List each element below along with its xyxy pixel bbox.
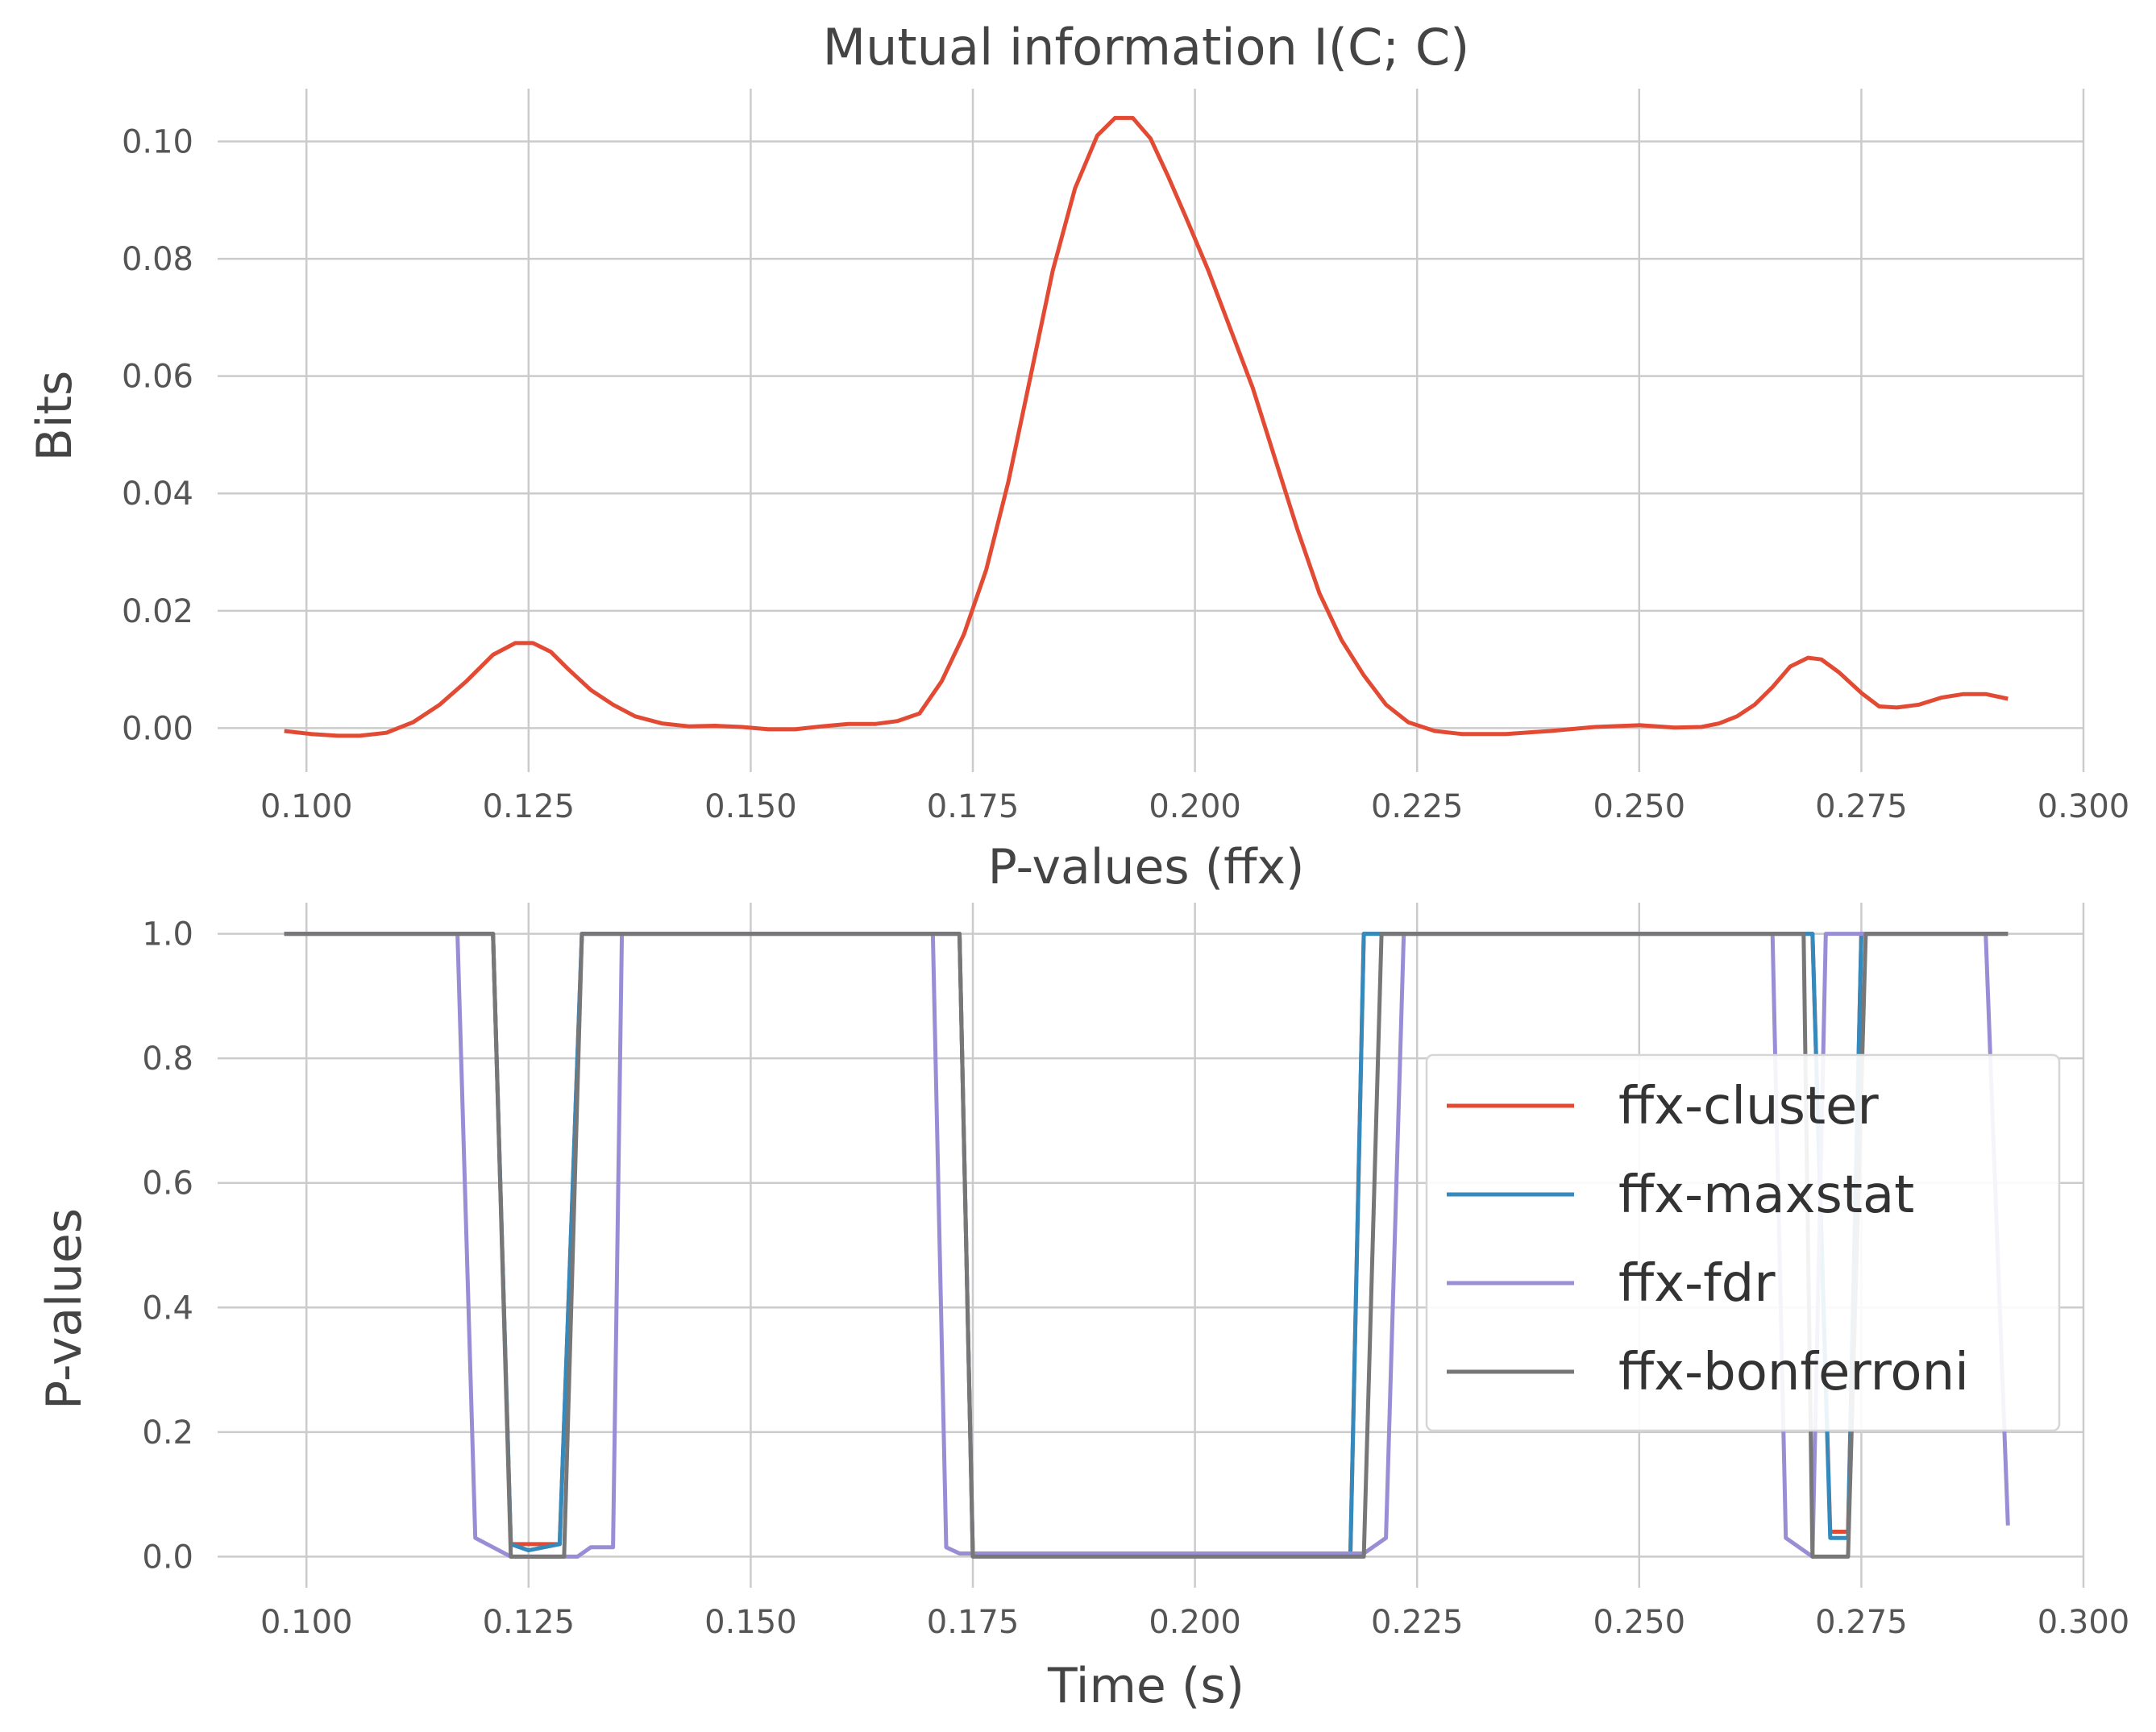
pv-y-tick-label: 1.0 — [142, 916, 193, 953]
mi-x-tick-label: 0.250 — [1593, 788, 1686, 825]
mi-x-tick-label: 0.275 — [1815, 788, 1908, 825]
mi-x-tick-label: 0.125 — [483, 788, 575, 825]
mi-y-tick-label: 0.02 — [122, 593, 193, 630]
mi-x-tick-label: 0.150 — [704, 788, 797, 825]
pv-y-tick-label: 0.8 — [142, 1040, 193, 1078]
pv-x-tick-label: 0.175 — [927, 1604, 1020, 1641]
pv-y-axis-label: P-values — [36, 1208, 93, 1410]
pv-y-tick-label: 0.2 — [142, 1414, 193, 1452]
pv-series — [284, 932, 2010, 1559]
pv-x-tick-label: 0.125 — [483, 1604, 575, 1641]
series-line-ffx-bonferroni — [284, 932, 2009, 1559]
pv-x-tick-label: 0.100 — [260, 1604, 353, 1641]
pv-y-tick-label: 0.4 — [142, 1290, 193, 1327]
legend: ffx-cluster ffx-maxstat ffx-fdr ffx-bonferr… — [1425, 1053, 2061, 1432]
pv-x-tick-label: 0.150 — [704, 1604, 797, 1641]
mi-tick-labels: 0.100 0.125 0.150 0.175 0.200 0.225 0.250 0.275… — [122, 124, 2129, 825]
pv-x-tick-label: 0.200 — [1149, 1604, 1241, 1641]
pv-y-tick-label: 0.6 — [142, 1165, 193, 1202]
legend-label-ffx-maxstat: ffx-maxstat — [1618, 1165, 1914, 1225]
legend-label-ffx-bonferroni: ffx-bonferroni — [1618, 1343, 1969, 1402]
mi-chart-title: Mutual information I(C; C) — [823, 18, 1470, 77]
mutual-information-plot: 0.100 0.125 0.150 0.175 0.200 0.225 0.250 0.275… — [27, 18, 2129, 895]
mi-y-tick-label: 0.08 — [122, 241, 193, 278]
pv-x-tick-label: 0.300 — [2038, 1604, 2130, 1641]
pv-y-tick-label: 0.0 — [142, 1539, 193, 1576]
pv-x-tick-label: 0.275 — [1815, 1604, 1908, 1641]
legend-label-ffx-fdr: ffx-fdr — [1618, 1254, 1776, 1314]
mi-x-tick-label: 0.100 — [260, 788, 353, 825]
pv-x-tick-label: 0.225 — [1371, 1604, 1464, 1641]
legend-label-ffx-cluster: ffx-cluster — [1618, 1077, 1879, 1136]
mi-x-tick-label: 0.225 — [1371, 788, 1464, 825]
mi-y-tick-label: 0.06 — [122, 359, 193, 396]
mi-y-tick-label: 0.10 — [122, 124, 193, 161]
pv-x-axis-label: Time (s) — [1047, 1658, 1244, 1714]
mi-x-tick-label: 0.175 — [927, 788, 1020, 825]
mi-x-axis-label: P-values (ffx) — [988, 839, 1305, 895]
legend-box — [1425, 1053, 2061, 1432]
mi-x-tick-label: 0.200 — [1149, 788, 1241, 825]
p-values-plot: 0.100 0.125 0.150 0.175 0.200 0.225 0.250 0.275… — [36, 903, 2129, 1714]
mi-y-axis-label: Bits — [27, 371, 83, 462]
mi-y-tick-label: 0.00 — [122, 710, 193, 747]
legend-items: ffx-cluster ffx-maxstat ffx-fdr ffx-bonferr… — [1447, 1077, 1969, 1402]
pv-tick-labels: 0.100 0.125 0.150 0.175 0.200 0.225 0.250 0.275… — [142, 916, 2129, 1641]
mi-series-line — [284, 115, 2009, 738]
pv-x-tick-label: 0.250 — [1593, 1604, 1686, 1641]
mi-y-tick-label: 0.04 — [122, 476, 193, 513]
mi-x-tick-label: 0.300 — [2038, 788, 2130, 825]
mi-series — [284, 115, 2009, 738]
